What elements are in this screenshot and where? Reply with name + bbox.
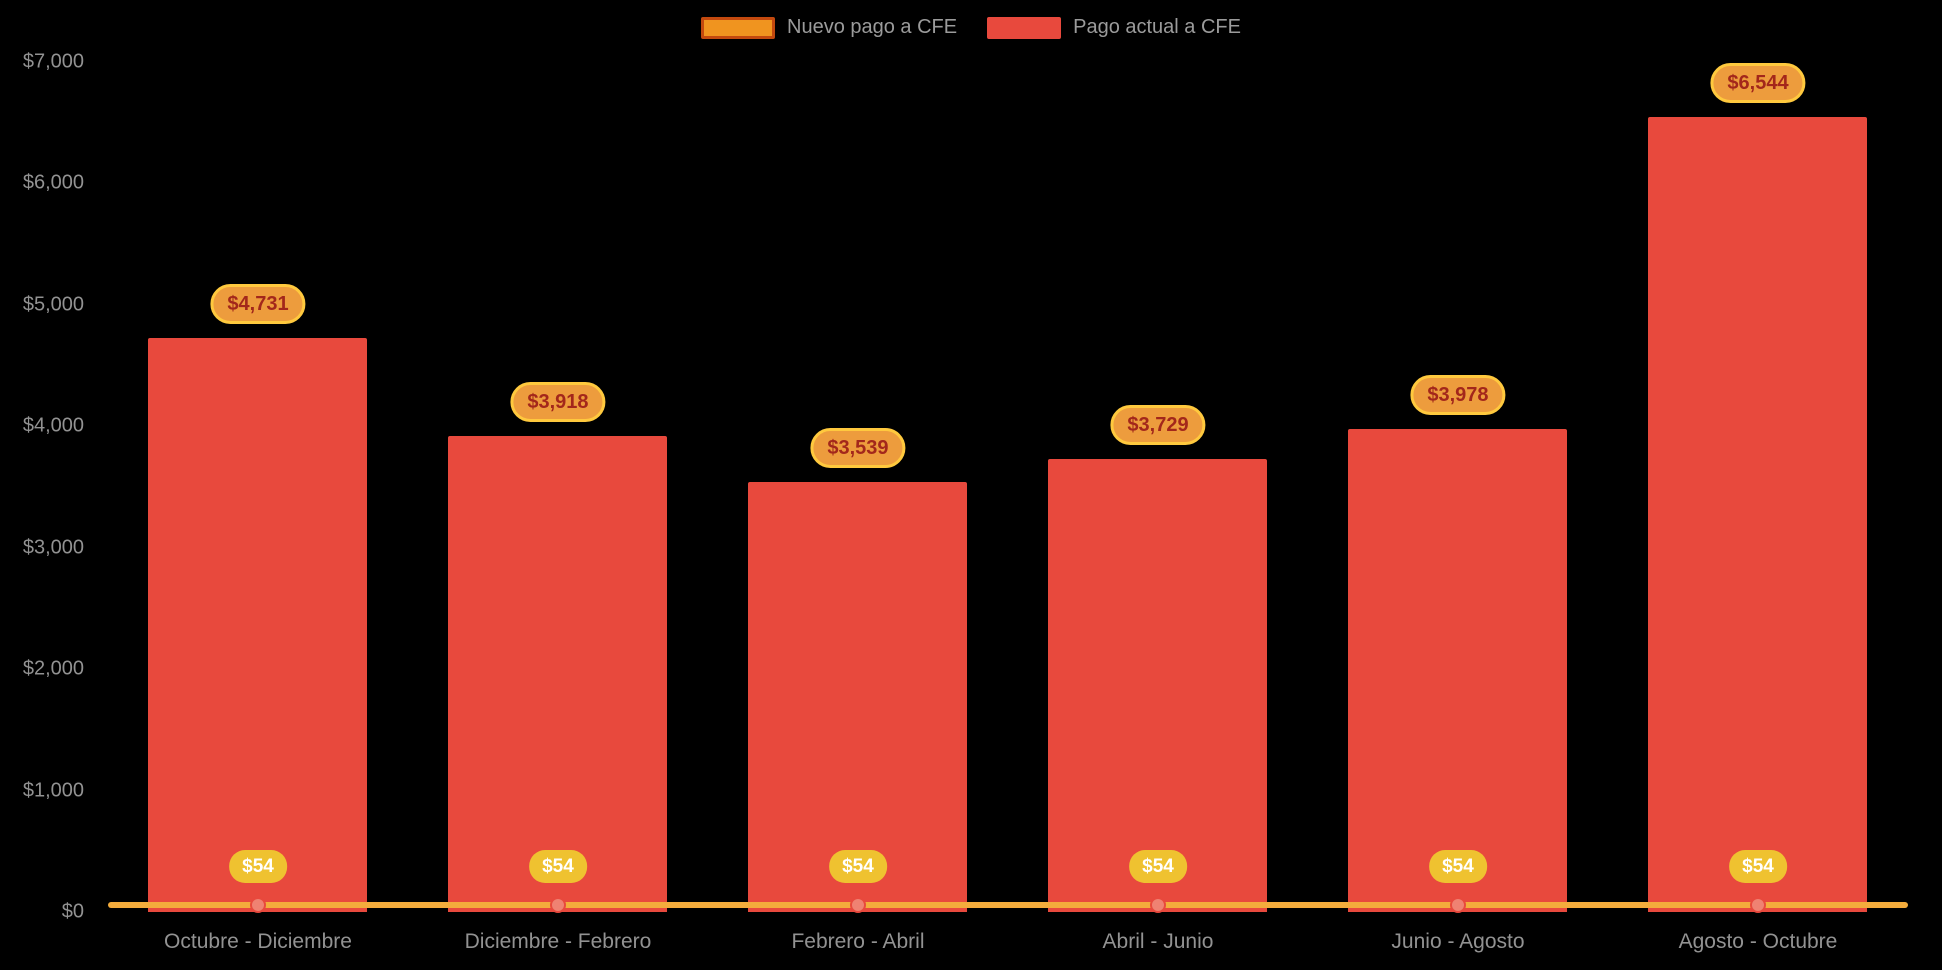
x-axis-category-label: Abril - Junio [1102, 930, 1214, 953]
x-axis-category-label: Diciembre - Febrero [464, 930, 652, 953]
bar-value-label: $6,544 [1710, 63, 1806, 104]
category-column: $3,539 $54 [708, 62, 1008, 914]
line-point[interactable] [549, 897, 566, 914]
line-value-label: $54 [1429, 850, 1487, 884]
bar-pago-actual[interactable] [148, 337, 368, 912]
line-point[interactable] [249, 897, 266, 914]
x-axis-category-label: Junio - Agosto [1391, 930, 1525, 953]
legend-item-pago-actual[interactable]: Pago actual a CFE [987, 16, 1241, 39]
plot-area: $4,731 $54 $3,918 $54 $3,539 $54 $3,729 $54 $3,9… [108, 62, 1908, 914]
legend-item-nuevo-pago[interactable]: Nuevo pago a CFE [701, 16, 957, 39]
x-axis-category-label: Agosto - Octubre [1678, 930, 1838, 953]
category-column: $4,731 $54 [108, 62, 408, 914]
y-axis-tick-label: $3,000 [22, 536, 84, 559]
category-column: $3,918 $54 [408, 62, 708, 914]
bar-pago-actual[interactable] [1048, 459, 1268, 912]
line-value-label: $54 [829, 850, 887, 884]
bar-pago-actual[interactable] [1648, 117, 1868, 912]
y-axis-tick-label: $1,000 [22, 779, 84, 802]
x-axis-category-label: Octubre - Diciembre [164, 930, 352, 953]
y-axis-tick-label: $2,000 [22, 657, 84, 680]
category-column: $3,729 $54 [1008, 62, 1308, 914]
bar-value-label: $3,539 [810, 428, 906, 469]
y-axis-tick-label: $6,000 [22, 171, 84, 194]
category-column: $6,544 $54 [1608, 62, 1908, 914]
x-axis-category-label: Febrero - Abril [791, 930, 925, 953]
legend-swatch-pago-actual [987, 16, 1062, 39]
bar-pago-actual[interactable] [1348, 428, 1568, 912]
legend-label-nuevo-pago: Nuevo pago a CFE [787, 16, 958, 38]
line-point[interactable] [849, 897, 866, 914]
legend: Nuevo pago a CFE Pago actual a CFE [0, 16, 1942, 39]
legend-swatch-nuevo-pago [701, 16, 775, 39]
y-axis-tick-label: $5,000 [22, 293, 84, 316]
bar-pago-actual[interactable] [448, 436, 668, 912]
bar-value-label: $3,918 [510, 382, 606, 423]
y-axis-tick-label: $0 [61, 900, 84, 923]
y-axis-tick-label: $4,000 [22, 414, 84, 437]
line-point[interactable] [1449, 897, 1466, 914]
legend-label-pago-actual: Pago actual a CFE [1073, 16, 1241, 38]
y-axis: $0 $1,000 $2,000 $3,000 $4,000 $5,000 $6,000 $7… [0, 51, 96, 923]
line-value-label: $54 [229, 850, 287, 884]
line-point[interactable] [1749, 897, 1766, 914]
bar-pago-actual[interactable] [748, 482, 968, 912]
bar-value-label: $3,978 [1410, 374, 1506, 415]
line-point[interactable] [1149, 897, 1166, 914]
nuevo-pago-line [108, 902, 1908, 909]
bar-value-label: $4,731 [210, 283, 306, 324]
line-value-label: $54 [529, 850, 587, 884]
line-value-label: $54 [1729, 850, 1787, 884]
bar-value-label: $3,729 [1110, 405, 1206, 446]
x-axis: Octubre - Diciembre Diciembre - Febrero Fe… [108, 920, 1908, 964]
line-value-label: $54 [1129, 850, 1187, 884]
y-axis-tick-label: $7,000 [22, 50, 84, 73]
category-column: $3,978 $54 [1308, 62, 1608, 914]
